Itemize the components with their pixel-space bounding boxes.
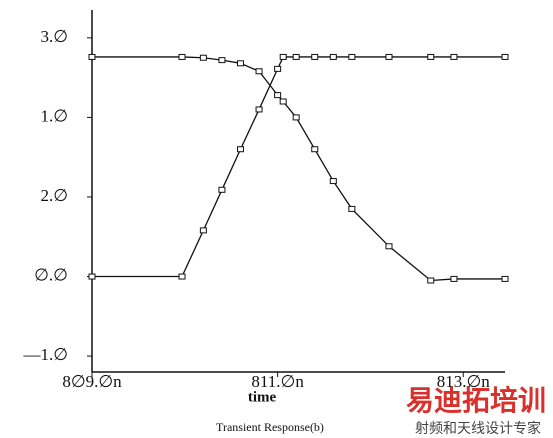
marker — [311, 146, 319, 153]
caption: Transient Response(b) — [216, 420, 324, 434]
marker — [292, 114, 300, 121]
marker — [218, 186, 226, 193]
x-axis-label: time — [248, 389, 277, 405]
marker — [279, 98, 287, 105]
series-line — [92, 56, 505, 278]
marker — [329, 178, 337, 185]
series-line — [92, 56, 505, 282]
marker — [255, 106, 263, 113]
marker — [501, 275, 509, 282]
marker — [88, 273, 96, 280]
y-tick-label: 3.∅ — [40, 27, 68, 46]
marker — [236, 60, 244, 67]
y-tick-label: 2.∅ — [40, 186, 68, 205]
marker — [450, 53, 458, 60]
marker — [178, 273, 186, 280]
marker — [385, 243, 393, 250]
marker — [427, 53, 435, 60]
marker — [199, 227, 207, 234]
y-tick-label: —1.∅ — [22, 345, 68, 364]
marker — [427, 277, 435, 284]
marker — [255, 68, 263, 75]
marker — [450, 275, 458, 282]
watermark: 易迪拓培训 — [406, 384, 546, 417]
marker — [348, 53, 356, 60]
marker — [279, 53, 287, 60]
x-tick-label: 811.∅n — [251, 372, 304, 391]
marker — [329, 53, 337, 60]
marker — [274, 92, 282, 99]
marker — [501, 53, 509, 60]
watermark: 射频和天线设计专家 — [415, 420, 541, 437]
x-tick-label: 8∅9.∅n — [62, 372, 122, 391]
marker — [274, 65, 282, 72]
marker — [348, 205, 356, 212]
marker — [385, 53, 393, 60]
marker — [292, 53, 300, 60]
marker — [311, 53, 319, 60]
marker — [178, 53, 186, 60]
marker — [236, 146, 244, 153]
y-tick-label: ∅.∅ — [34, 265, 68, 284]
marker — [218, 57, 226, 64]
marker — [88, 53, 96, 60]
marker — [199, 54, 207, 61]
x-tick-label: 813.∅n — [437, 372, 491, 391]
y-tick-label: 1.∅ — [40, 106, 68, 125]
